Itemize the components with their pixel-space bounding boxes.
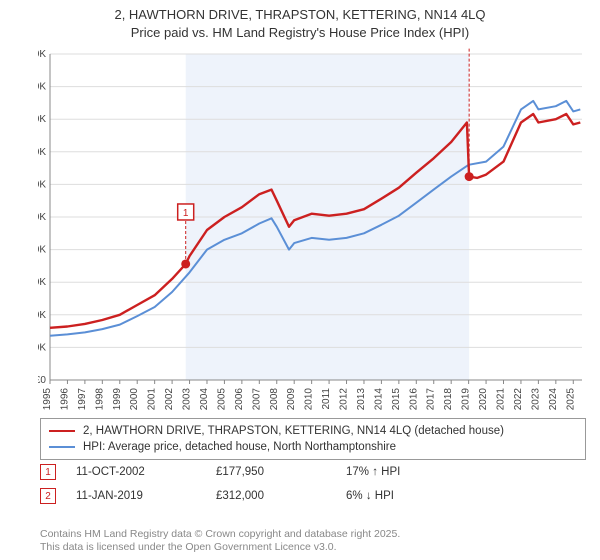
transaction-date: 11-JAN-2019 [76, 490, 196, 502]
transaction-row: 1 11-OCT-2002 £177,950 17% ↑ HPI [40, 460, 586, 484]
svg-text:£300K: £300K [38, 179, 46, 190]
legend-row: HPI: Average price, detached house, Nort… [49, 439, 577, 455]
svg-text:£200K: £200K [38, 245, 46, 256]
chart: £0 £50K £100K £150K £200K £250K £300K £350K £400… [38, 48, 586, 410]
svg-text:2005: 2005 [216, 388, 227, 410]
transaction-price: £312,000 [216, 490, 326, 502]
attribution: Contains HM Land Registry data © Crown c… [40, 528, 400, 554]
svg-text:2022: 2022 [513, 388, 524, 410]
attribution-line-2: This data is licensed under the Open Gov… [40, 541, 400, 554]
svg-text:2017: 2017 [426, 388, 437, 410]
svg-text:£50K: £50K [38, 342, 46, 353]
svg-text:1997: 1997 [77, 388, 88, 410]
svg-text:1995: 1995 [42, 388, 53, 410]
svg-text:£450K: £450K [38, 82, 46, 93]
legend: 2, HAWTHORN DRIVE, THRAPSTON, KETTERING,… [40, 418, 586, 460]
svg-text:2014: 2014 [373, 388, 384, 410]
svg-text:1998: 1998 [94, 388, 105, 410]
svg-text:2018: 2018 [443, 388, 454, 410]
svg-text:£250K: £250K [38, 212, 46, 223]
transaction-date: 11-OCT-2002 [76, 466, 196, 478]
svg-text:£100K: £100K [38, 310, 46, 321]
legend-label: HPI: Average price, detached house, Nort… [83, 441, 396, 453]
svg-text:£500K: £500K [38, 49, 46, 60]
svg-text:£400K: £400K [38, 114, 46, 125]
legend-swatch [49, 446, 75, 448]
svg-text:£0: £0 [38, 375, 46, 386]
chart-svg: £0 £50K £100K £150K £200K £250K £300K £350K £400… [38, 48, 586, 410]
svg-text:2023: 2023 [530, 388, 541, 410]
svg-text:2009: 2009 [286, 388, 297, 410]
transaction-price: £177,950 [216, 466, 326, 478]
transaction-marker: 1 [40, 464, 56, 480]
legend-row: 2, HAWTHORN DRIVE, THRAPSTON, KETTERING,… [49, 423, 577, 439]
legend-swatch [49, 430, 75, 432]
title-line-2: Price paid vs. HM Land Registry's House … [0, 24, 600, 42]
transaction-pct: 6% ↓ HPI [346, 490, 466, 502]
svg-text:2020: 2020 [478, 388, 489, 410]
svg-text:2016: 2016 [408, 388, 419, 410]
svg-text:2000: 2000 [129, 388, 140, 410]
svg-text:2006: 2006 [234, 388, 245, 410]
title-line-1: 2, HAWTHORN DRIVE, THRAPSTON, KETTERING,… [0, 6, 600, 24]
svg-text:2008: 2008 [269, 388, 280, 410]
svg-text:1999: 1999 [112, 388, 123, 410]
svg-text:2007: 2007 [251, 388, 262, 410]
svg-text:1996: 1996 [59, 388, 70, 410]
svg-text:2010: 2010 [304, 388, 315, 410]
attribution-line-1: Contains HM Land Registry data © Crown c… [40, 528, 400, 541]
legend-label: 2, HAWTHORN DRIVE, THRAPSTON, KETTERING,… [83, 425, 504, 437]
svg-text:2024: 2024 [548, 388, 559, 410]
chart-title: 2, HAWTHORN DRIVE, THRAPSTON, KETTERING,… [0, 0, 600, 45]
svg-text:2004: 2004 [199, 388, 210, 410]
svg-text:2013: 2013 [356, 388, 367, 410]
svg-text:1: 1 [183, 208, 189, 219]
svg-text:2002: 2002 [164, 388, 175, 410]
svg-text:2003: 2003 [182, 388, 193, 410]
svg-text:2012: 2012 [339, 388, 350, 410]
svg-text:2001: 2001 [147, 388, 158, 410]
svg-text:£150K: £150K [38, 277, 46, 288]
svg-text:2019: 2019 [461, 388, 472, 410]
transaction-pct: 17% ↑ HPI [346, 466, 466, 478]
transaction-row: 2 11-JAN-2019 £312,000 6% ↓ HPI [40, 484, 586, 508]
svg-text:£350K: £350K [38, 147, 46, 158]
transaction-marker: 2 [40, 488, 56, 504]
svg-text:2011: 2011 [321, 388, 332, 410]
svg-text:2021: 2021 [496, 388, 507, 410]
svg-text:2015: 2015 [391, 388, 402, 410]
svg-text:2025: 2025 [565, 388, 576, 410]
transaction-rows: 1 11-OCT-2002 £177,950 17% ↑ HPI 2 11-JAN-201… [40, 460, 586, 508]
